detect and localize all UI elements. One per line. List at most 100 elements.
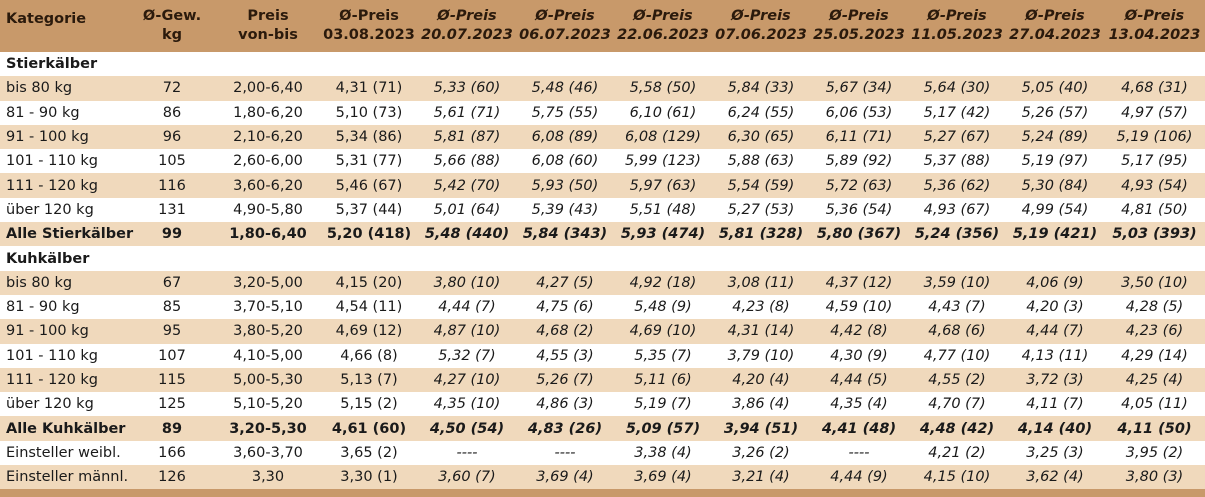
- row-label: über 120 kg: [6, 201, 94, 218]
- price-range-cell: 1,80-6,20: [233, 104, 303, 121]
- table-row: über 120 kg 131 4,90-5,80 5,37 (44) 5,01 (64…: [0, 197, 1205, 223]
- avg-price-cell: 4,42 (8): [830, 323, 888, 340]
- avg-price-cell: 3,80 (10): [433, 274, 501, 291]
- footer-bar: [0, 489, 1205, 497]
- avg-weight-cell: 115: [158, 372, 186, 388]
- table-row: bis 80 kg 67 3,20-5,00 4,15 (20) 3,80 (10) 4,…: [0, 270, 1205, 295]
- section-title: Stierkälber: [6, 56, 98, 73]
- table-row: 111 - 120 kg 116 3,60-6,20 5,46 (67) 5,42 (7…: [0, 173, 1205, 198]
- avg-price-cell: 4,93 (67): [923, 201, 991, 218]
- avg-price-cell: 4,44 (7): [1026, 323, 1084, 340]
- avg-price-cell: 5,88 (63): [727, 153, 795, 170]
- header-date-col: Ø-Preis 03.08.2023: [323, 8, 415, 43]
- price-range-cell: 3,30: [251, 469, 285, 486]
- avg-price-cell: 3,60 (7): [438, 469, 496, 486]
- avg-price-cell: 5,80 (367): [816, 226, 902, 243]
- avg-price-cell: 4,13 (11): [1021, 347, 1089, 364]
- avg-price-cell: 5,09 (57): [625, 420, 701, 437]
- avg-price-cell: 6,30 (65): [727, 129, 795, 146]
- header-date-col: Ø-Preis 27.04.2023: [1009, 8, 1101, 43]
- avg-price-cell: 4,93 (54): [1121, 177, 1188, 194]
- avg-price-cell: 4,23 (8): [732, 299, 790, 316]
- avg-price-cell: 5,20 (418): [326, 226, 412, 243]
- avg-price-cell: 5,48 (440): [424, 226, 510, 243]
- table-row: 91 - 100 kg 95 3,80-5,20 4,69 (12) 4,87 (10)…: [0, 319, 1205, 344]
- avg-price-cell: 4,59 (10): [825, 299, 893, 316]
- avg-price-cell: 5,89 (92): [825, 153, 893, 170]
- avg-price-cell: 5,84 (343): [522, 226, 608, 243]
- table-row: 101 - 110 kg 107 4,10-5,00 4,66 (8) 5,32 (7)…: [0, 343, 1205, 368]
- avg-price-cell: 4,50 (54): [429, 420, 505, 437]
- avg-price-cell: 4,48 (42): [919, 420, 995, 437]
- footer-bar-cell: [0, 489, 1205, 497]
- avg-price-cell: 4,66 (8): [340, 347, 398, 364]
- table-row: 81 - 90 kg 85 3,70-5,10 4,54 (11) 4,44 (7) 4,…: [0, 294, 1205, 320]
- avg-price-cell: 5,35 (7): [634, 347, 692, 364]
- header-date-col: Ø-Preis 25.05.2023: [813, 8, 905, 43]
- avg-price-cell: 5,27 (67): [923, 129, 991, 146]
- avg-price-cell: 3,38 (4): [634, 444, 692, 461]
- avg-price-cell: 4,54 (11): [335, 299, 403, 316]
- avg-price-cell: 3,21 (4): [732, 469, 790, 486]
- avg-price-cell: 3,79 (10): [727, 347, 795, 364]
- avg-price-cell: 4,20 (4): [732, 372, 790, 388]
- avg-price-cell: 4,68 (2): [536, 323, 594, 340]
- price-range-cell: 4,90-5,80: [233, 201, 303, 218]
- avg-price-cell: 4,83 (26): [527, 420, 603, 437]
- table-row: 91 - 100 kg 96 2,10-6,20 5,34 (86) 5,81 (87)…: [0, 124, 1205, 150]
- avg-price-cell: 5,33 (60): [433, 80, 501, 97]
- avg-price-cell: 3,59 (10): [923, 274, 991, 291]
- avg-price-cell: 5,32 (7): [438, 347, 496, 364]
- table-row: 81 - 90 kg 86 1,80-6,20 5,10 (73) 5,61 (71) 5…: [0, 100, 1205, 125]
- row-label: 111 - 120 kg: [6, 372, 99, 388]
- avg-weight-cell: 125: [158, 396, 186, 413]
- avg-price-cell: 5,81 (328): [718, 226, 804, 243]
- header-date-col: Ø-Preis 13.04.2023: [1108, 8, 1201, 43]
- avg-price-cell: 5,46 (67): [335, 177, 403, 194]
- avg-price-cell: 5,19 (97): [1021, 153, 1089, 170]
- avg-price-cell: 4,44 (7): [438, 299, 496, 316]
- avg-price-cell: 4,69 (10): [629, 323, 697, 340]
- avg-price-cell: 4,35 (10): [433, 396, 501, 413]
- avg-price-cell: 3,62 (4): [1026, 469, 1084, 486]
- avg-price-cell: 3,50 (10): [1121, 274, 1188, 291]
- avg-price-cell: 4,15 (20): [335, 274, 403, 291]
- price-range-cell: 2,00-6,40: [233, 80, 303, 97]
- avg-price-cell: 4,86 (3): [536, 396, 594, 413]
- avg-price-cell: 6,08 (60): [531, 153, 599, 170]
- avg-weight-cell: 67: [162, 274, 182, 291]
- avg-price-cell: ----: [848, 444, 870, 461]
- header-date-col: Ø-Preis 22.06.2023: [617, 8, 709, 43]
- table-row: Einsteller männl. 126 3,30 3,30 (1) 3,60 (7)…: [0, 465, 1205, 490]
- row-label: Alle Kuhkälber: [6, 420, 126, 437]
- row-label: 101 - 110 kg: [6, 347, 99, 364]
- avg-price-cell: 5,13 (7): [340, 372, 398, 388]
- price-range-cell: 4,10-5,00: [233, 347, 303, 364]
- price-range-cell: 2,10-6,20: [233, 129, 303, 146]
- price-range-cell: 3,60-3,70: [233, 444, 303, 461]
- avg-price-cell: 5,93 (50): [531, 177, 599, 194]
- avg-price-cell: 5,30 (84): [1021, 177, 1089, 194]
- avg-weight-cell: 85: [162, 299, 182, 316]
- price-range-cell: 1,80-6,40: [229, 226, 307, 243]
- table-row: bis 80 kg 72 2,00-6,40 4,31 (71) 5,33 (60) 5,…: [0, 76, 1205, 101]
- avg-price-cell: 4,61 (60): [331, 420, 407, 437]
- avg-price-cell: 5,61 (71): [433, 104, 501, 121]
- row-label: Einsteller männl.: [6, 469, 129, 486]
- avg-price-cell: 5,19 (421): [1012, 226, 1098, 243]
- avg-price-cell: 5,19 (7): [634, 396, 692, 413]
- row-label: bis 80 kg: [6, 274, 73, 291]
- price-range-cell: 3,60-6,20: [233, 177, 303, 194]
- avg-price-cell: 4,41 (48): [821, 420, 897, 437]
- avg-price-cell: 4,31 (71): [335, 80, 403, 97]
- avg-price-cell: ----: [554, 444, 576, 461]
- avg-price-cell: 4,31 (14): [727, 323, 795, 340]
- total-row: Alle Stierkälber 99 1,80-6,40 5,20 (418) 5,4…: [0, 222, 1205, 247]
- avg-price-cell: 4,14 (40): [1017, 420, 1093, 437]
- avg-price-cell: 5,01 (64): [433, 201, 501, 218]
- avg-price-cell: 5,26 (7): [536, 372, 594, 388]
- avg-price-cell: 4,55 (3): [536, 347, 594, 364]
- avg-price-cell: 3,65 (2): [340, 444, 398, 461]
- avg-price-cell: 4,68 (6): [928, 323, 986, 340]
- avg-price-cell: 3,95 (2): [1125, 444, 1184, 461]
